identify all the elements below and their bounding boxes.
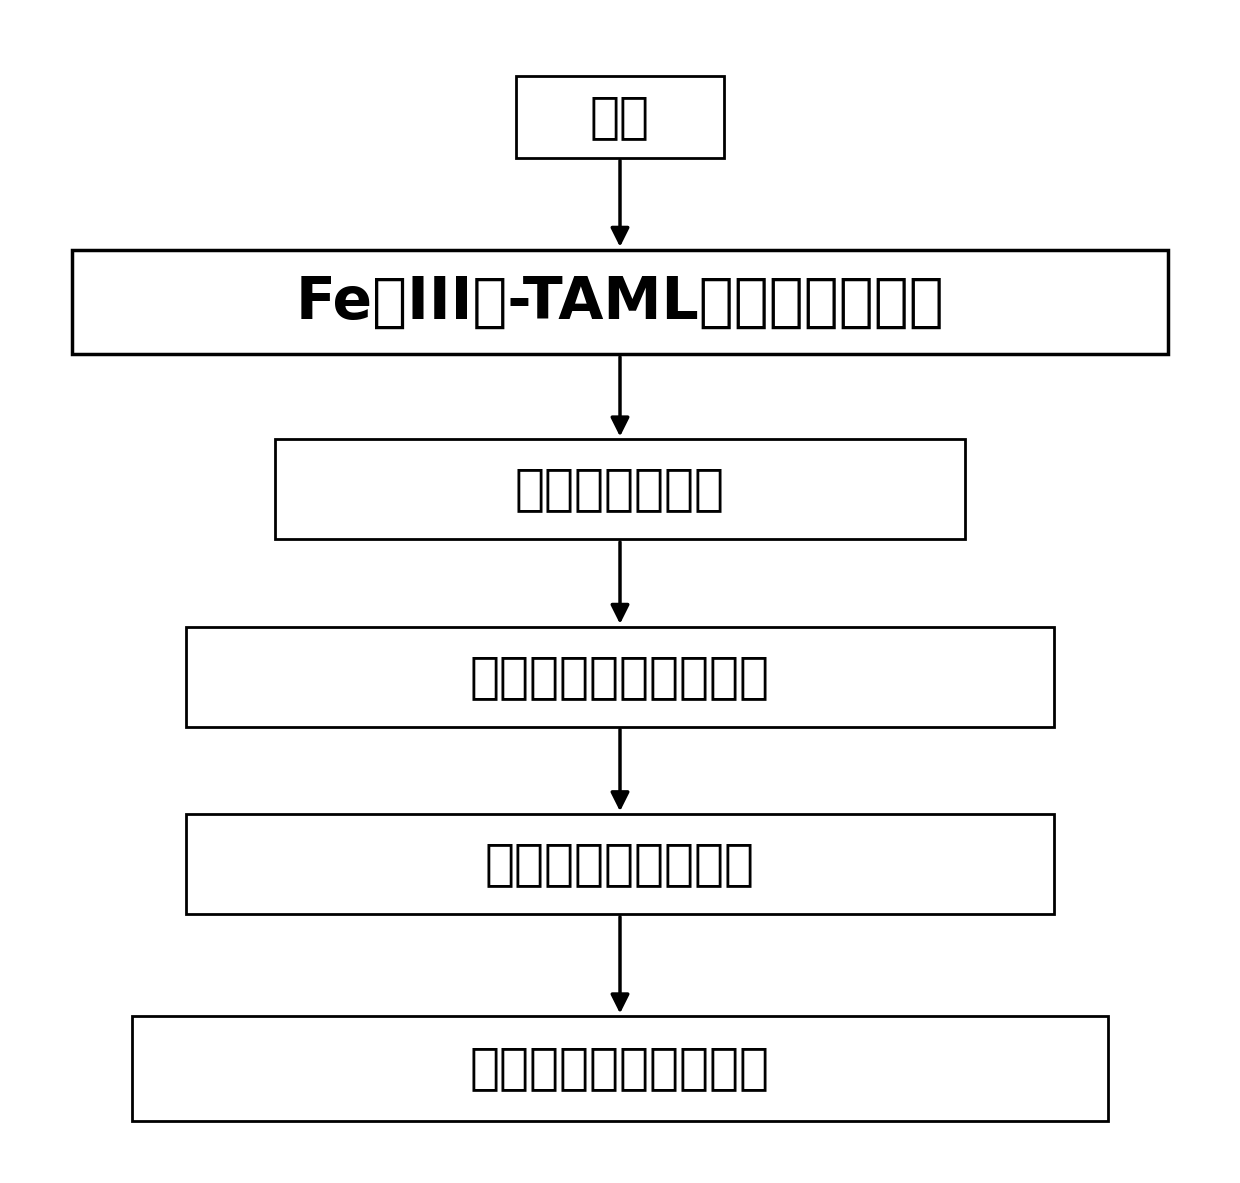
- Text: 费氏弧菌培养与保存: 费氏弧菌培养与保存: [485, 840, 755, 888]
- FancyBboxPatch shape: [516, 76, 724, 157]
- Text: 加入碳酸缓冲盐: 加入碳酸缓冲盐: [515, 465, 725, 513]
- FancyBboxPatch shape: [275, 439, 965, 539]
- FancyBboxPatch shape: [186, 627, 1054, 726]
- FancyBboxPatch shape: [72, 250, 1168, 354]
- FancyBboxPatch shape: [131, 1016, 1109, 1120]
- Text: 加入过氧化氢启动反应: 加入过氧化氢启动反应: [470, 653, 770, 700]
- Text: 使用费氏弧菌监测毒性: 使用费氏弧菌监测毒性: [470, 1045, 770, 1092]
- Text: Fe（III）-TAML与环丙沙星混合: Fe（III）-TAML与环丙沙星混合: [295, 273, 945, 330]
- Text: 开始: 开始: [590, 92, 650, 141]
- FancyBboxPatch shape: [186, 814, 1054, 914]
